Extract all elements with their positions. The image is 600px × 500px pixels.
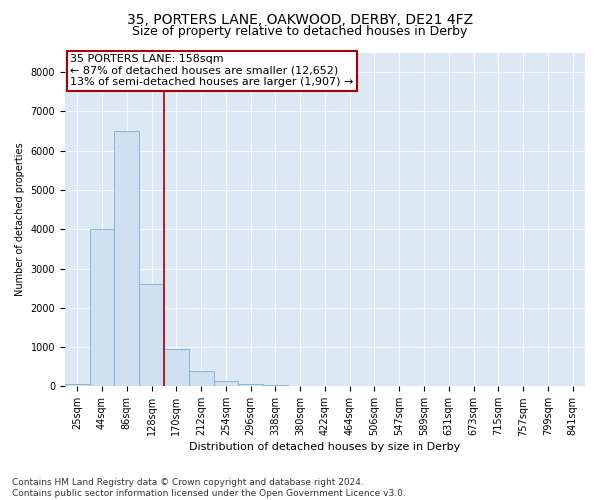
Y-axis label: Number of detached properties: Number of detached properties [15,142,25,296]
Bar [238,384,263,386]
Text: Contains HM Land Registry data © Crown copyright and database right 2024.
Contai: Contains HM Land Registry data © Crown c… [12,478,406,498]
Bar [115,131,139,386]
Bar [164,349,189,387]
Text: 35 PORTERS LANE: 158sqm
← 87% of detached houses are smaller (12,652)
13% of sem: 35 PORTERS LANE: 158sqm ← 87% of detache… [70,54,353,88]
Text: 35, PORTERS LANE, OAKWOOD, DERBY, DE21 4FZ: 35, PORTERS LANE, OAKWOOD, DERBY, DE21 4… [127,12,473,26]
Bar [263,385,288,386]
X-axis label: Distribution of detached houses by size in Derby: Distribution of detached houses by size … [190,442,461,452]
Bar [139,284,164,386]
Bar [214,381,238,386]
Bar [89,229,115,386]
Text: Size of property relative to detached houses in Derby: Size of property relative to detached ho… [133,25,467,38]
Bar [65,384,89,386]
Bar [189,372,214,386]
